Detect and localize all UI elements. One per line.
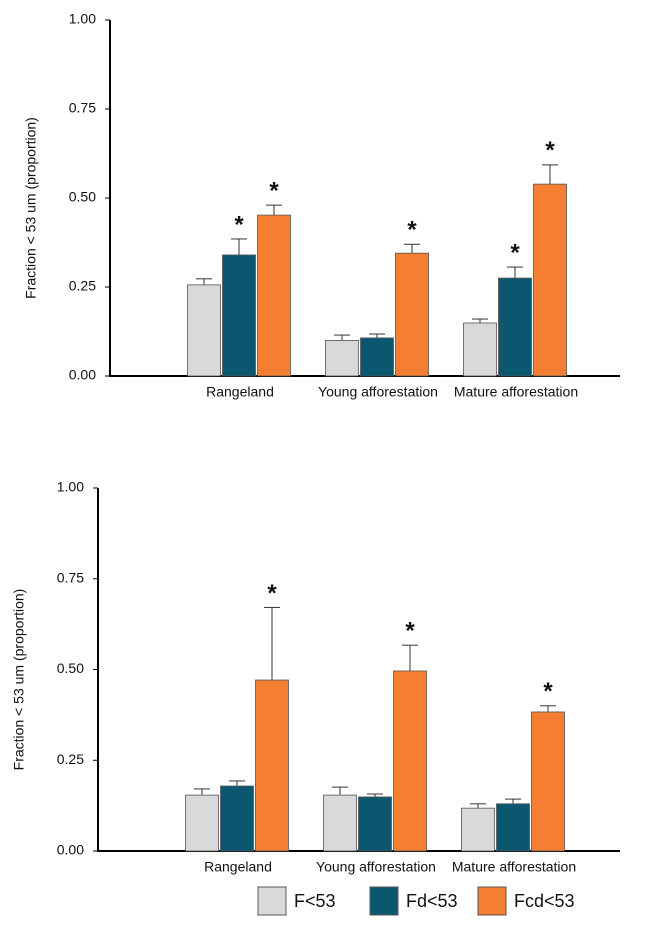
bar	[498, 277, 532, 377]
x-tick-label: Mature afforestation	[452, 859, 576, 875]
bar	[220, 785, 254, 852]
y-tick-label: 0.00	[69, 367, 96, 383]
x-tick-label: Rangeland	[206, 384, 274, 400]
x-tick-label: Young afforestation	[318, 384, 438, 400]
significance-mark: *	[234, 211, 244, 238]
legend-swatch	[257, 886, 287, 916]
legend-label: F<53	[294, 891, 336, 911]
y-axis-label: Fraction < 53 um (proportion)	[11, 589, 27, 771]
bar	[461, 807, 495, 852]
x-tick-label: Mature afforestation	[454, 384, 578, 400]
significance-mark: *	[543, 678, 553, 705]
bar	[325, 339, 359, 377]
y-tick-label: 0.25	[69, 278, 96, 294]
bar	[358, 796, 392, 852]
legend-swatch	[369, 886, 399, 916]
x-tick-label: Young afforestation	[316, 859, 436, 875]
legend-swatch	[477, 886, 507, 916]
bar	[496, 803, 530, 852]
significance-mark: *	[510, 239, 520, 266]
bar	[393, 670, 427, 852]
bar	[533, 183, 567, 377]
legend-label: Fd<53	[406, 891, 458, 911]
bar	[222, 254, 256, 377]
y-tick-label: 0.50	[57, 660, 84, 676]
y-tick-label: 0.50	[69, 189, 96, 205]
bar	[255, 679, 289, 852]
legend-label: Fcd<53	[514, 891, 575, 911]
bar	[531, 711, 565, 852]
bar	[360, 337, 394, 377]
y-axis-label: Fraction < 53 um (proportion)	[23, 117, 39, 299]
bar	[323, 794, 357, 852]
bar	[395, 252, 429, 377]
bar	[257, 214, 291, 377]
y-tick-label: 0.00	[57, 842, 84, 858]
bar	[187, 284, 221, 377]
significance-mark: *	[405, 618, 415, 645]
y-tick-label: 1.00	[69, 11, 96, 27]
significance-mark: *	[267, 580, 277, 607]
bar	[463, 322, 497, 377]
y-tick-label: 0.75	[69, 100, 96, 116]
y-tick-label: 0.75	[57, 569, 84, 585]
y-tick-label: 1.00	[57, 479, 84, 495]
significance-mark: *	[545, 137, 555, 164]
bar	[185, 794, 219, 852]
significance-mark: *	[269, 177, 279, 204]
x-tick-label: Rangeland	[204, 859, 272, 875]
significance-mark: *	[407, 217, 417, 244]
y-tick-label: 0.25	[57, 751, 84, 767]
